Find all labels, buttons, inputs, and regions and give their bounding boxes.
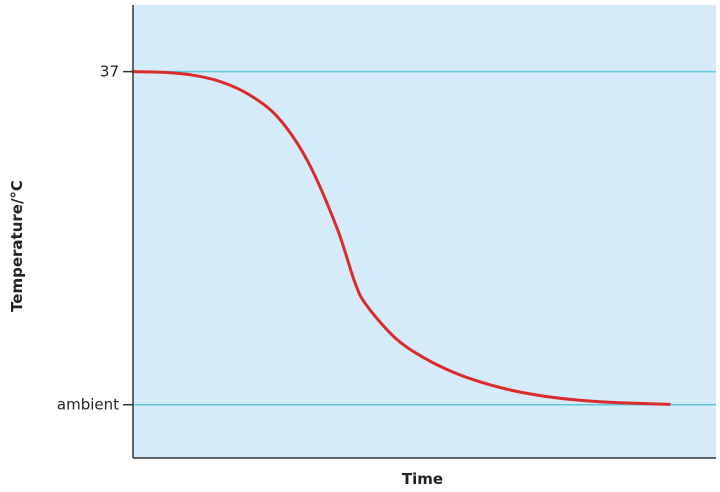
y-tick-label-ambient: ambient	[57, 396, 119, 414]
y-tick-label-37: 37	[100, 63, 119, 81]
cooling-curve	[131, 70, 671, 406]
x-axis-label: Time	[402, 470, 443, 488]
plot-area	[133, 5, 716, 458]
y-axis-label: Temperature/°C	[8, 180, 26, 312]
